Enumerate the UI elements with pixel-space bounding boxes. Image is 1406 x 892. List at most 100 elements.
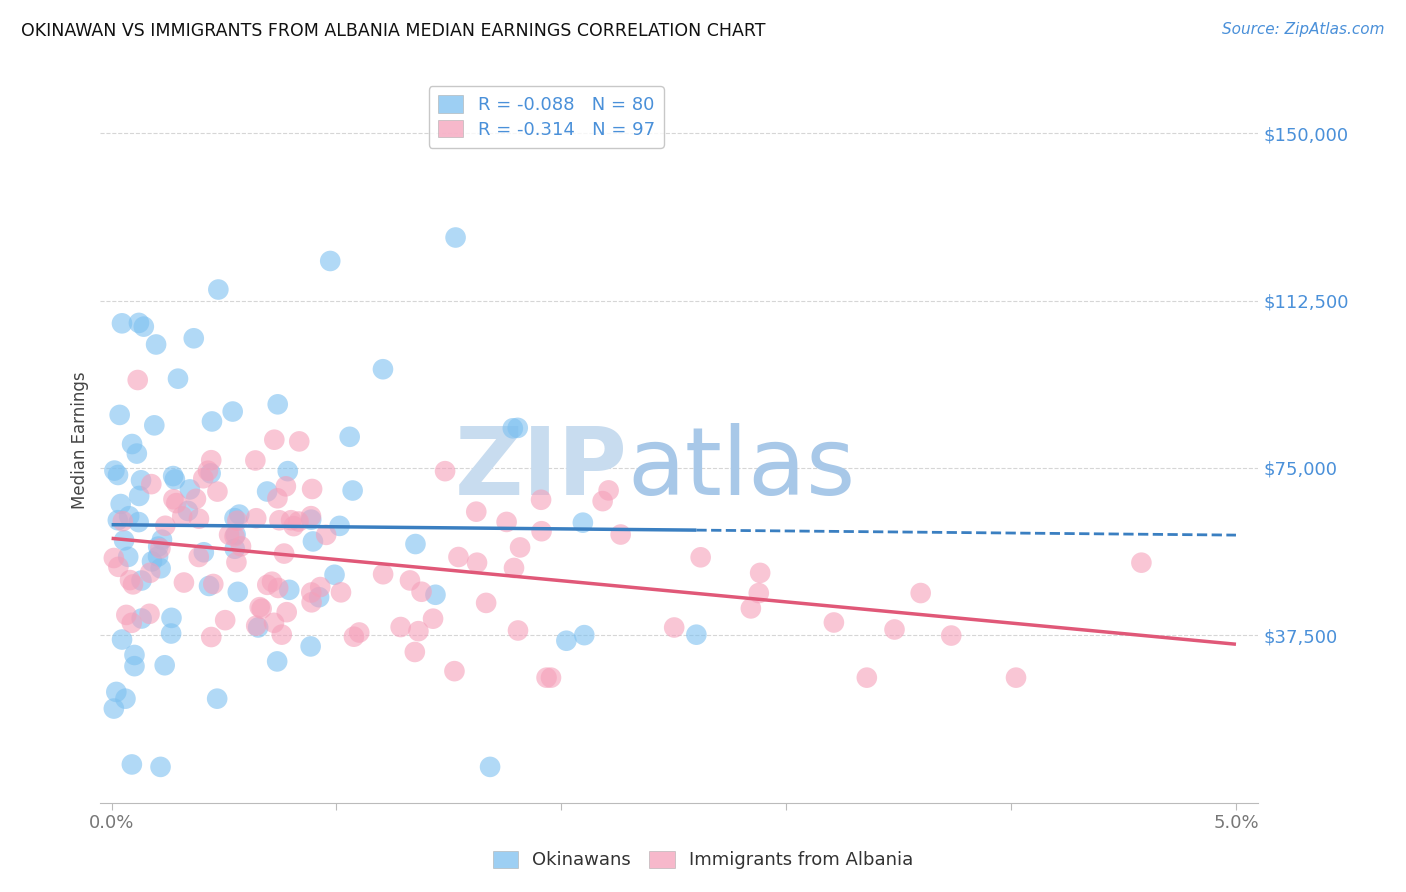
Point [193, 545, 215, 559]
Point [308, 591, 330, 605]
Point [288, 434, 311, 449]
Point [263, 615, 285, 630]
Point [270, 627, 292, 641]
Point [574, 628, 596, 642]
Point [115, 607, 138, 622]
Point [131, 574, 153, 588]
Point [128, 489, 150, 503]
Point [201, 414, 224, 428]
Point [408, 624, 430, 639]
Point [214, 613, 236, 627]
Point [263, 433, 285, 447]
Point [502, 421, 524, 435]
Point [200, 453, 222, 467]
Point [399, 574, 422, 588]
Point [131, 611, 153, 625]
Point [444, 230, 467, 244]
Point [193, 471, 215, 485]
Point [103, 551, 125, 566]
Point [740, 601, 762, 615]
Point [228, 508, 250, 522]
Point [125, 447, 148, 461]
Point [128, 316, 150, 330]
Point [121, 615, 143, 630]
Point [129, 473, 152, 487]
Point [1130, 556, 1153, 570]
Point [266, 491, 288, 506]
Point [114, 691, 136, 706]
Point [883, 623, 905, 637]
Point [153, 658, 176, 673]
Point [256, 578, 278, 592]
Point [105, 685, 128, 699]
Point [748, 586, 770, 600]
Point [1005, 671, 1028, 685]
Point [343, 630, 366, 644]
Point [299, 640, 322, 654]
Point [205, 691, 228, 706]
Point [592, 494, 614, 508]
Point [536, 671, 558, 685]
Point [224, 541, 246, 556]
Point [910, 586, 932, 600]
Point [404, 537, 426, 551]
Point [124, 659, 146, 673]
Point [167, 372, 190, 386]
Point [141, 554, 163, 568]
Point [280, 513, 302, 527]
Point [112, 533, 135, 548]
Point [198, 579, 221, 593]
Point [247, 620, 270, 634]
Point [269, 513, 291, 527]
Legend: Okinawans, Immigrants from Albania: Okinawans, Immigrants from Albania [484, 842, 922, 879]
Text: atlas: atlas [627, 423, 855, 515]
Point [177, 504, 200, 518]
Point [277, 464, 299, 478]
Point [309, 580, 332, 594]
Point [256, 484, 278, 499]
Point [107, 559, 129, 574]
Point [221, 404, 243, 418]
Text: Source: ZipAtlas.com: Source: ZipAtlas.com [1222, 22, 1385, 37]
Point [155, 518, 177, 533]
Point [299, 585, 322, 599]
Point [598, 483, 620, 498]
Point [425, 588, 447, 602]
Point [124, 648, 146, 662]
Point [347, 625, 370, 640]
Point [273, 547, 295, 561]
Point [226, 585, 249, 599]
Point [274, 479, 297, 493]
Point [110, 497, 132, 511]
Point [146, 549, 169, 564]
Point [411, 584, 433, 599]
Point [207, 283, 229, 297]
Point [302, 534, 325, 549]
Point [506, 624, 529, 638]
Point [503, 561, 526, 575]
Point [342, 483, 364, 498]
Point [389, 620, 412, 634]
Point [200, 467, 222, 481]
Point [160, 626, 183, 640]
Point [685, 628, 707, 642]
Point [315, 528, 337, 542]
Point [118, 573, 141, 587]
Point [148, 540, 170, 554]
Point [330, 585, 353, 599]
Point [224, 529, 246, 543]
Point [163, 472, 186, 486]
Point [111, 632, 134, 647]
Text: OKINAWAN VS IMMIGRANTS FROM ALBANIA MEDIAN EARNINGS CORRELATION CHART: OKINAWAN VS IMMIGRANTS FROM ALBANIA MEDI… [21, 22, 766, 40]
Point [145, 337, 167, 351]
Point [165, 496, 187, 510]
Point [188, 512, 211, 526]
Legend: R = -0.088   N = 80, R = -0.314   N = 97: R = -0.088 N = 80, R = -0.314 N = 97 [429, 87, 664, 147]
Point [245, 453, 267, 467]
Point [319, 254, 342, 268]
Point [572, 516, 595, 530]
Point [197, 464, 219, 478]
Point [267, 397, 290, 411]
Point [479, 760, 502, 774]
Point [118, 509, 141, 524]
